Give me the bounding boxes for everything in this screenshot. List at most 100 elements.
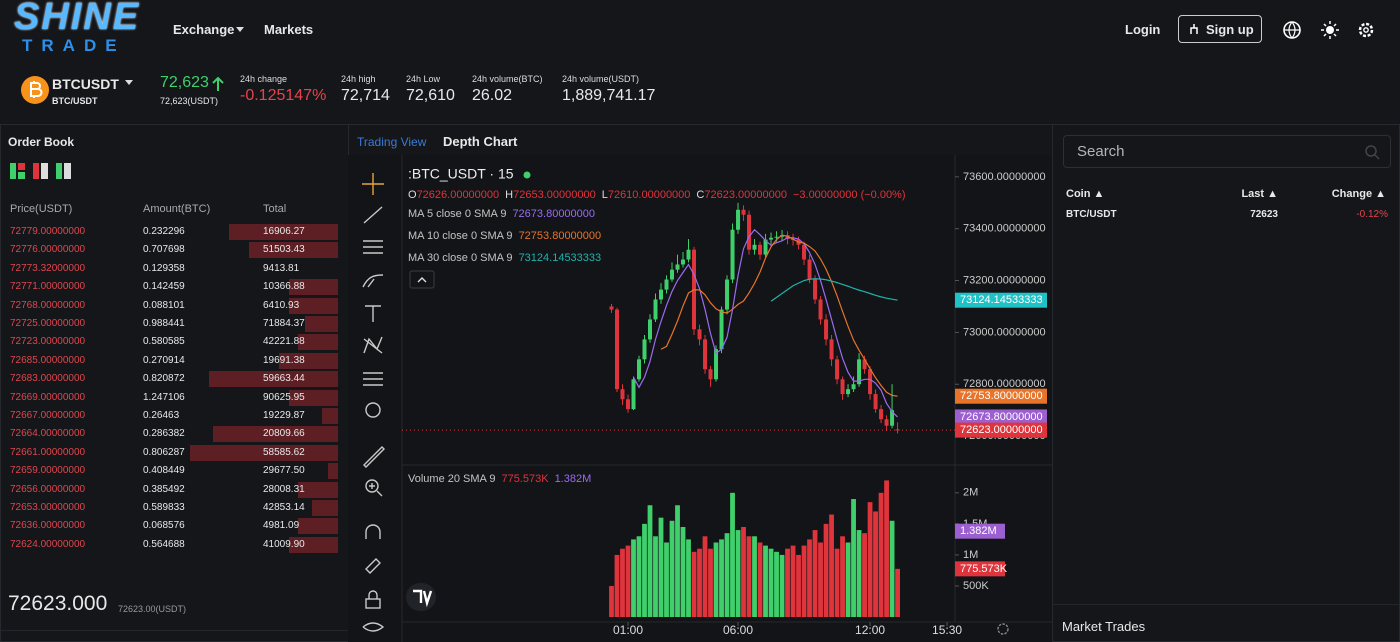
nav-exchange[interactable]: Exchange (173, 22, 235, 37)
ask-total: 42221.88 (263, 336, 305, 348)
candle-body (879, 409, 884, 420)
ask-amount: 0.088101 (143, 299, 185, 311)
candle-body (890, 410, 895, 426)
signup-button[interactable]: Sign up (1178, 15, 1262, 43)
candle-body (840, 379, 845, 395)
ask-amount: 0.806287 (143, 446, 185, 458)
tool-lock-draw[interactable] (365, 558, 381, 574)
stat-label: 24h change (240, 74, 288, 84)
candle-body (642, 339, 647, 360)
search-placeholder: Search (1077, 143, 1125, 160)
divider (1053, 604, 1400, 605)
candle-body (681, 259, 686, 265)
tab-trading-view[interactable]: Trading View (357, 135, 427, 149)
toggle-buy[interactable] (56, 163, 71, 179)
y-tick-label: 72800.00000000 (963, 378, 1046, 390)
axis-badge-label: 72673.80000000 (960, 411, 1043, 423)
ask-total: 19229.87 (263, 410, 305, 421)
tool-zoom[interactable] (365, 479, 383, 497)
tool-projection[interactable] (363, 372, 383, 386)
theme-icon[interactable] (1321, 21, 1339, 39)
ma-line (770, 278, 898, 302)
ma-value: 72673.80000000 (512, 208, 595, 220)
collapse-legend[interactable] (409, 270, 435, 289)
stat-value: 72,610 (406, 87, 455, 104)
market-column[interactable]: Change ▲ (1331, 188, 1386, 200)
column-header: Amount(BTC) (143, 203, 211, 215)
tool-icons[interactable] (365, 402, 381, 418)
ask-amount: 0.988441 (143, 318, 185, 329)
candle-body (752, 244, 757, 250)
stat-value: 26.02 (472, 87, 513, 104)
stat-value: -0.125147% (240, 87, 327, 104)
tool-lock[interactable] (365, 590, 381, 609)
signup-label: Sign up (1206, 22, 1254, 37)
candle-body (725, 279, 730, 310)
candle-body (625, 399, 630, 410)
candle-body (780, 235, 785, 237)
tool-pattern[interactable] (363, 336, 383, 354)
volume-bar (653, 536, 658, 617)
toggle-sell[interactable] (33, 163, 48, 179)
nav-markets[interactable]: Markets (264, 22, 314, 37)
settings-icon[interactable] (1358, 22, 1374, 38)
tool-crosshair[interactable] (362, 173, 384, 195)
tool-magnet[interactable] (365, 524, 381, 539)
tool-trendline[interactable] (363, 206, 383, 224)
tool-brush[interactable] (362, 274, 384, 288)
search-box[interactable]: Search (1063, 135, 1391, 168)
ask-amount: 0.286382 (143, 428, 185, 440)
tool-visibility[interactable] (362, 622, 385, 632)
volume-bar (785, 548, 790, 617)
symbol[interactable]: BTCUSDT (52, 76, 119, 92)
volume-bar (735, 530, 741, 617)
candle-body (747, 214, 752, 250)
depth-bar (288, 279, 338, 296)
volume-bar (878, 492, 884, 617)
candle-body (730, 229, 735, 280)
ohlc-value: 72626.00000000 (417, 189, 500, 201)
depth-bar (305, 316, 338, 332)
ask-amount: 0.707698 (143, 244, 185, 256)
tab-depth-chart[interactable]: Depth Chart (443, 134, 518, 149)
candle-body (851, 384, 856, 390)
logo-bottom[interactable]: TRADE (22, 36, 126, 55)
depth-bar (229, 224, 338, 240)
market-column[interactable]: Coin ▲ (1066, 188, 1105, 200)
axis-badge (955, 422, 1047, 438)
ma-line (660, 234, 898, 397)
market-column[interactable]: Last ▲ (1241, 188, 1278, 200)
tool-ruler[interactable] (363, 446, 385, 468)
depth-bar (288, 297, 338, 314)
candle-body (614, 309, 619, 390)
market-coin[interactable]: BTC/USDT (1066, 209, 1117, 220)
ask-price: 72636.00000000 (10, 520, 86, 532)
axis-badge-label: 775.573K (960, 563, 1008, 575)
globe-icon[interactable] (1283, 21, 1301, 39)
volume-bar (609, 585, 614, 617)
ask-total: 16906.27 (263, 226, 305, 237)
ohlc-value: 72653.00000000 (513, 189, 596, 201)
tool-fib[interactable] (363, 240, 383, 254)
ma-value: 73124.14533333 (519, 252, 602, 264)
ask-amount: 0.26463 (143, 410, 180, 421)
search-icon (1365, 145, 1380, 160)
login[interactable]: Login (1125, 22, 1161, 37)
divider (0, 630, 348, 631)
candle-body (758, 244, 763, 255)
stat-label: 24h high (341, 74, 376, 84)
tool-text[interactable] (365, 305, 381, 322)
y-tick-label: 73400.00000000 (963, 223, 1046, 235)
volume-legend-value: 1.382M (555, 473, 592, 485)
toggle-both[interactable] (10, 163, 25, 179)
volume-bar (812, 530, 818, 617)
axis-settings[interactable] (997, 623, 1009, 635)
ask-price: 72771.00000000 (10, 281, 86, 293)
candle-body (719, 309, 724, 350)
logo-top[interactable]: SHINE (14, 0, 141, 38)
volume-bar (741, 526, 746, 617)
volume-bar (719, 539, 724, 617)
depth-bar (298, 334, 338, 351)
volume-bar (829, 514, 834, 617)
depth-bar (189, 444, 338, 461)
